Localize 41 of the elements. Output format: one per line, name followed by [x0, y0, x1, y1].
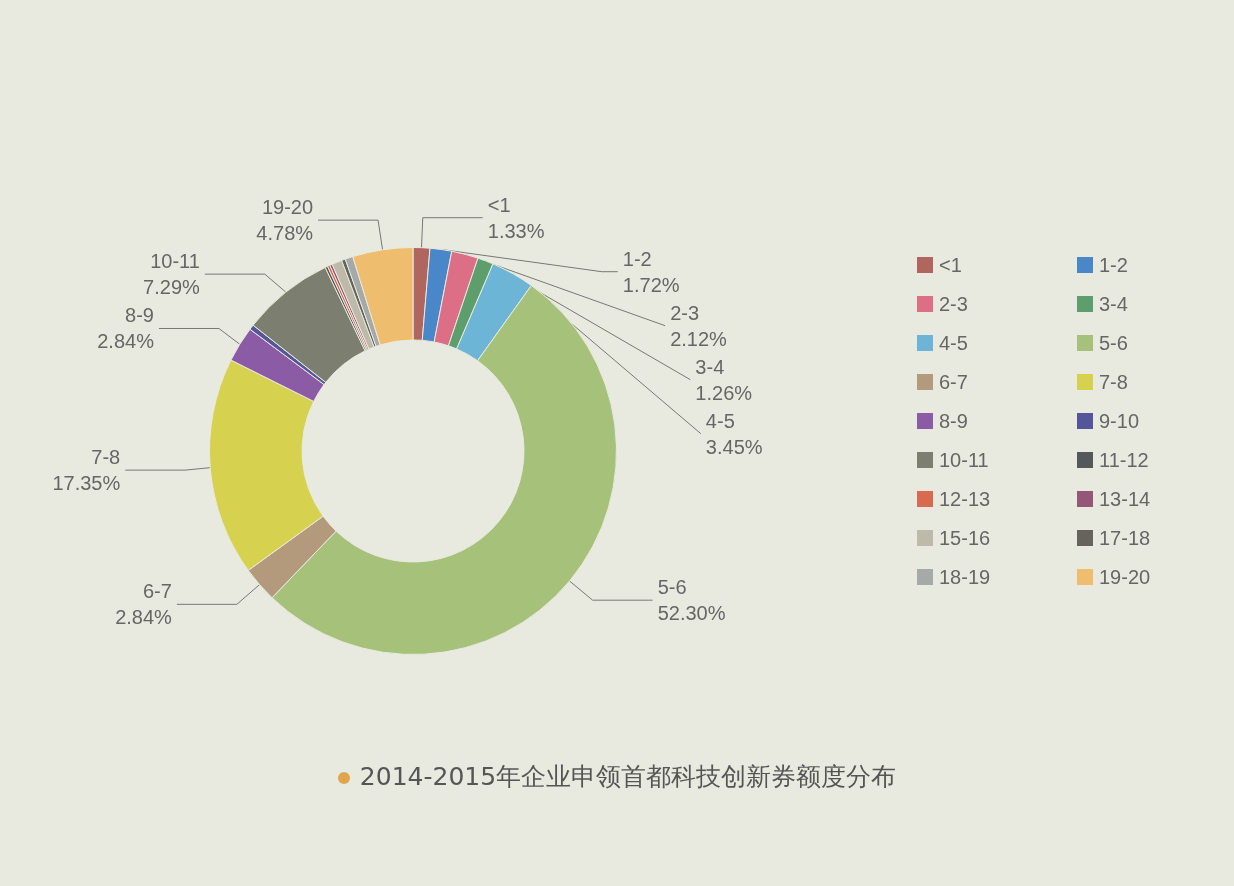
legend-label: 6-7 — [939, 371, 968, 393]
slice-label: <1 — [487, 193, 511, 216]
data-label: 2.84% — [97, 330, 155, 353]
data-label: 17.35% — [52, 472, 121, 495]
legend-label: 18-19 — [939, 566, 991, 588]
data-label: 7.29% — [143, 276, 201, 299]
legend-label: 2-3 — [939, 293, 968, 315]
legend-label: 9-10 — [1099, 410, 1140, 432]
text: 2014-2015年企业申领首都科技创新券额度分布 — [359, 762, 897, 791]
legend-label: 7-8 — [1099, 371, 1128, 393]
legend-label: 13-14 — [1099, 488, 1151, 510]
legend-label: 19-20 — [1099, 566, 1151, 588]
slice-label: 7-8 — [91, 446, 121, 469]
legend-label: 3-4 — [1099, 293, 1128, 315]
legend-label: 17-18 — [1099, 527, 1151, 549]
slice-label: 6-7 — [142, 580, 172, 603]
slice-label: 2-3 — [670, 301, 700, 324]
legend-label: 15-16 — [939, 527, 991, 549]
data-label: 52.30% — [657, 602, 726, 625]
legend-label: 4-5 — [939, 332, 968, 354]
slice-label: 4-5 — [705, 409, 735, 432]
slice-label: 10-11 — [150, 250, 200, 273]
legend-label: <1 — [939, 254, 962, 276]
data-label: 4.78% — [256, 222, 314, 245]
legend-label: 8-9 — [939, 410, 968, 432]
slice-label: 1-2 — [622, 247, 652, 270]
slice-label: 19-20 — [261, 196, 314, 219]
data-label: 2.12% — [670, 327, 728, 350]
data-label: 2.84% — [115, 606, 173, 629]
legend-label: 10-11 — [939, 449, 989, 471]
data-label: 1.26% — [695, 381, 753, 404]
legend-label: 1-2 — [1099, 254, 1128, 276]
slice-label: 8-9 — [125, 304, 154, 327]
legend-label: 12-13 — [939, 488, 991, 510]
slice-label: 5-6 — [657, 576, 687, 599]
data-label: 1.33% — [487, 219, 545, 242]
legend-label: 5-6 — [1099, 332, 1128, 354]
slice-label: 3-4 — [695, 355, 725, 378]
data-label: 1.72% — [622, 273, 680, 296]
data-label: 3.45% — [705, 435, 763, 458]
legend-label: 11-12 — [1099, 449, 1149, 471]
